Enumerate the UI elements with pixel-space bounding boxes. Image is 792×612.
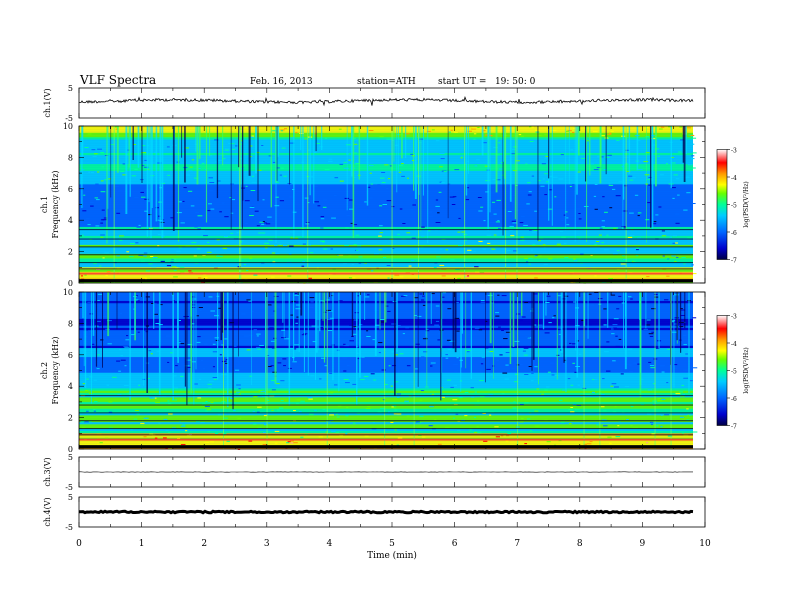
x-tick-label: 10 xyxy=(699,539,711,549)
ch2-spectrogram-ytick: 10 xyxy=(63,288,73,297)
ch2-spectrogram-colorbar-tick: -5 xyxy=(731,369,737,376)
ch2-spectrogram-colorbar-tick: -4 xyxy=(731,341,737,348)
ch1-spectrogram-ytick: 6 xyxy=(68,185,73,194)
ch1-spectrogram: 10 8 6 4 2 0 ch.1 Frequency (kHz) -3 -4 -5 -6 -7 log(… xyxy=(40,122,750,288)
ch2-spectrogram-ytick: 6 xyxy=(68,351,73,360)
ch1-spectrogram-ytick: 4 xyxy=(68,216,73,225)
ch2-spectrogram-colorbar-tick: -6 xyxy=(731,396,737,403)
ch3-waveform-ytick-top: 5 xyxy=(68,453,73,462)
ch2-spectrogram-ytick: 2 xyxy=(68,414,73,423)
ch1-spectrogram-ytick: 2 xyxy=(68,248,73,257)
ch1-spectrogram-colorbar xyxy=(716,149,728,260)
station-label: station=ATH xyxy=(357,77,416,87)
ch1-spectrogram-ylabel: Frequency (kHz) xyxy=(51,170,60,238)
ch1-spectrogram-colorbar-tick: -6 xyxy=(731,230,737,237)
x-tick-label: 1 xyxy=(139,539,145,549)
ch1-spectrogram-colorbar-tick: -3 xyxy=(731,148,737,155)
ch4-waveform-ytick-bottom: -5 xyxy=(65,523,73,532)
ch2-spectrogram: 10 8 6 4 2 0 ch.2 Frequency (kHz) -3 -4 -5 -6 -7 log(… xyxy=(40,288,750,454)
x-axis-label: Time (min) xyxy=(367,550,417,561)
ch2-spectrogram-colorbar xyxy=(716,315,728,426)
ch1-spectrogram-ytick: 10 xyxy=(63,122,73,131)
x-tick-label: 0 xyxy=(76,539,82,549)
x-tick-label: 2 xyxy=(201,539,207,549)
ch1-spectrogram-ytick: 8 xyxy=(68,153,73,162)
ch1-ylabel: ch.1(V) xyxy=(43,88,52,117)
x-tick-label: 4 xyxy=(327,539,333,549)
ch2-spectrogram-ylabel: Frequency (kHz) xyxy=(51,336,60,404)
x-tick-label: 5 xyxy=(389,539,395,549)
ch4-waveform-trace xyxy=(79,509,694,515)
ch2-spectrogram-ytick: 4 xyxy=(68,382,73,391)
ch2-spectrogram-colorbar-tick: -7 xyxy=(731,424,737,431)
ch4-waveform-ylabel: ch.4(V) xyxy=(43,497,52,526)
ch3-waveform-ytick-bottom: -5 xyxy=(65,483,73,492)
x-tick-label: 9 xyxy=(640,539,646,549)
date-label: Feb. 16, 2013 xyxy=(250,77,313,87)
ch1-ytick-top: 5 xyxy=(68,84,73,93)
ch1-ytick-bottom: -5 xyxy=(65,114,73,123)
ch2-spectrogram-channel-label: ch.2 xyxy=(40,362,49,379)
x-tick-label: 7 xyxy=(514,539,520,549)
start-time-label: start UT = 19: 50: 0 xyxy=(438,77,536,87)
ch2-spectrogram-colorbar-label: log(PSD(V²/Hz) xyxy=(743,347,750,394)
ch1-spectrogram-channel-label: ch.1 xyxy=(40,196,49,213)
figure-title: VLF Spectra xyxy=(79,73,156,87)
x-tick-label: 8 xyxy=(577,539,583,549)
ch1-spectrogram-colorbar-label: log(PSD(V²/Hz) xyxy=(743,181,750,228)
ch1-spectrogram-colorbar-tick: -7 xyxy=(731,258,737,265)
ch1-waveform-trace xyxy=(79,96,694,107)
ch1-spectrogram-ytick: 0 xyxy=(68,279,73,288)
ch1-spectrogram-colorbar-tick: -5 xyxy=(731,203,737,210)
ch2-spectrogram-ytick: 0 xyxy=(68,445,73,454)
ch2-spectrogram-colorbar-tick: -3 xyxy=(731,314,737,321)
ch1-spectrogram-colorbar-tick: -4 xyxy=(731,175,737,182)
ch4-waveform-ytick-top: 5 xyxy=(68,493,73,502)
x-tick-label: 6 xyxy=(452,539,458,549)
time-axis: 0 1 2 3 4 5 6 7 8 9 10 xyxy=(76,539,711,549)
ch2-spectrogram-ytick: 8 xyxy=(68,319,73,328)
x-tick-label: 3 xyxy=(264,539,270,549)
ch3-waveform-ylabel: ch.3(V) xyxy=(43,457,52,486)
